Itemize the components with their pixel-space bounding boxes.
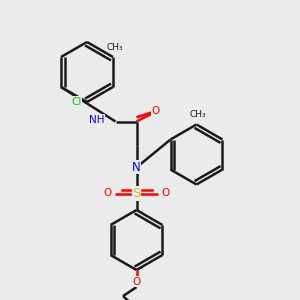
Text: O: O	[151, 106, 160, 116]
Text: Cl: Cl	[71, 97, 82, 107]
Text: O: O	[132, 277, 141, 287]
Text: CH₃: CH₃	[190, 110, 206, 119]
Text: NH: NH	[88, 115, 104, 125]
Text: CH₃: CH₃	[106, 43, 123, 52]
Text: N: N	[132, 161, 141, 174]
Text: S: S	[132, 187, 141, 200]
Text: O: O	[104, 188, 112, 199]
Text: O: O	[161, 188, 169, 199]
